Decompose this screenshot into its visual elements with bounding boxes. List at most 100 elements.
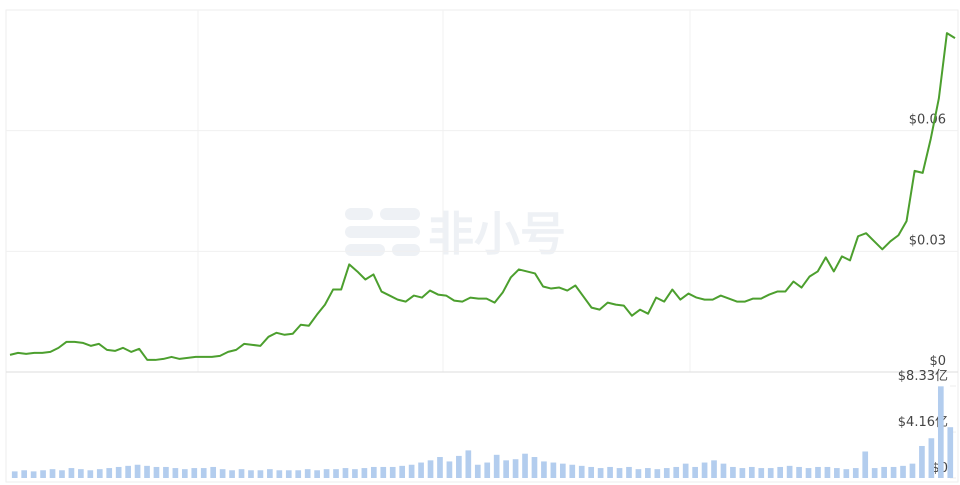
volume-bar — [635, 469, 642, 478]
volume-bar — [323, 469, 330, 478]
volume-bar — [389, 466, 396, 478]
volume-bar — [427, 460, 434, 478]
volume-bar — [805, 468, 812, 478]
volume-bar — [607, 466, 613, 478]
volume-bar — [616, 468, 623, 478]
watermark-logo — [345, 208, 420, 256]
volume-bar — [588, 466, 595, 478]
volume-bar — [692, 466, 698, 478]
volume-bar — [890, 466, 897, 478]
volume-bar — [11, 471, 18, 478]
volume-bar — [248, 470, 254, 478]
volume-bar — [257, 470, 264, 478]
volume-bar — [361, 468, 368, 478]
volume-bar — [68, 468, 75, 478]
volume-bar — [673, 466, 680, 478]
volume-bar — [682, 463, 689, 478]
volume-bar — [153, 466, 160, 478]
volume-bar — [626, 466, 632, 478]
volume-bar — [531, 457, 538, 478]
volume-bar — [295, 470, 302, 478]
volume-bar — [947, 427, 954, 478]
volume-bar — [380, 466, 387, 478]
volume-bar — [758, 468, 765, 478]
y-tick-label: $0.03 — [909, 233, 946, 248]
price-line — [9, 32, 956, 361]
volume-bar — [843, 469, 850, 478]
volume-bar — [96, 469, 103, 478]
volume-bar — [919, 445, 925, 478]
volume-bar — [21, 470, 28, 478]
volume-bar — [446, 461, 453, 478]
volume-bar — [503, 460, 509, 478]
watermark: 非小号 — [428, 207, 566, 261]
volume-bar — [87, 470, 94, 478]
volume-bar — [663, 468, 670, 478]
y-tick-label: $0.06 — [909, 113, 946, 128]
volume-bar — [559, 463, 566, 478]
volume-bar — [276, 470, 283, 478]
volume-bar — [654, 469, 661, 478]
volume-bar — [701, 462, 708, 478]
volume-bar — [852, 468, 859, 478]
volume-bar — [739, 468, 746, 478]
volume-bar — [418, 462, 424, 478]
volume-bar — [730, 466, 736, 478]
volume-bar — [512, 459, 519, 478]
volume-bar — [285, 470, 292, 478]
volume-bar — [928, 438, 935, 478]
volume-bar — [541, 461, 547, 478]
volume-bar — [370, 466, 377, 478]
volume-bar — [191, 468, 198, 478]
volume-bar — [569, 464, 576, 478]
volume-bar — [115, 466, 122, 478]
volume-bar — [125, 465, 131, 478]
volume-bar — [484, 462, 491, 478]
volume-bar — [456, 455, 462, 478]
volume-bar — [834, 468, 840, 478]
volume-bar — [862, 451, 869, 478]
y2-tick-label: $8.33亿 — [898, 369, 948, 384]
volume-bar — [824, 466, 831, 478]
volume-bar — [777, 466, 784, 478]
volume-bar — [881, 466, 887, 478]
volume-bar — [59, 470, 65, 478]
frame — [5, 9, 959, 483]
volume-bar — [937, 386, 944, 478]
volume-bar — [796, 466, 802, 478]
volume-bar — [134, 464, 141, 478]
volume-bar — [163, 466, 169, 478]
volume-bar — [645, 468, 651, 478]
volume-bar — [238, 469, 245, 478]
volume-bar — [465, 450, 472, 478]
volume-bar — [352, 469, 358, 478]
volume-bar — [748, 466, 755, 478]
volume-bar — [720, 463, 727, 478]
volume-bar — [815, 466, 821, 478]
volume-bar — [304, 469, 311, 478]
volume-bar — [314, 470, 320, 478]
volume-bar — [408, 464, 415, 478]
volume-bar — [909, 463, 916, 478]
volume-bar — [200, 468, 207, 478]
volume-bar — [219, 469, 226, 478]
y-tick-label: $0 — [929, 354, 946, 369]
volume-bar — [871, 468, 878, 478]
volume-bar — [181, 469, 188, 478]
volume-bar — [522, 453, 528, 478]
y2-tick-label: $4.16亿 — [898, 415, 948, 430]
volume-bar — [399, 465, 406, 478]
volume-bar — [597, 468, 604, 478]
volume-bar — [767, 468, 774, 478]
volume-bar — [30, 471, 37, 478]
volume-bar — [474, 464, 481, 478]
volume-bar — [437, 457, 443, 478]
volume-bar — [267, 469, 273, 478]
volume-bar — [493, 454, 500, 478]
volume-bar — [342, 468, 349, 478]
volume-bar — [106, 468, 113, 478]
volume-bar — [78, 469, 84, 478]
volume-bar — [550, 462, 557, 478]
volume-bar — [711, 460, 717, 478]
